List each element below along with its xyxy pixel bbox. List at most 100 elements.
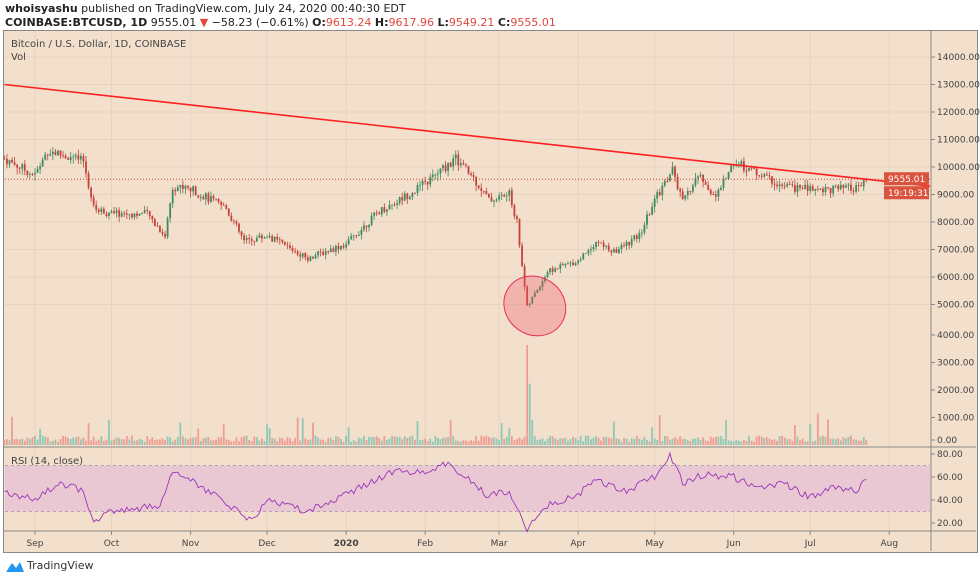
volume-bar xyxy=(393,436,396,445)
candle xyxy=(643,224,646,233)
symbol: COINBASE:BTCUSD, 1D xyxy=(5,16,148,29)
volume-bar xyxy=(424,438,427,445)
candle xyxy=(179,185,182,188)
candle xyxy=(401,197,404,201)
volume-bar xyxy=(572,436,574,445)
volume-bar xyxy=(421,439,424,445)
candle xyxy=(421,180,424,185)
volume-bar xyxy=(459,441,462,445)
candle xyxy=(133,213,136,218)
candle xyxy=(370,215,373,225)
volume-bar xyxy=(304,438,307,445)
volume-bar xyxy=(174,439,177,445)
volume-bar xyxy=(536,439,539,445)
volume-bar xyxy=(194,437,197,445)
candle xyxy=(781,184,784,186)
candle xyxy=(151,215,154,220)
price-tick-label: 13000.00 xyxy=(937,81,980,91)
candle xyxy=(763,174,766,177)
volume-bar xyxy=(801,438,804,445)
candle xyxy=(503,194,506,197)
volume-bar xyxy=(837,438,840,445)
candle xyxy=(488,194,490,198)
volume-bar xyxy=(350,441,353,445)
volume-bar xyxy=(549,435,551,445)
volume-bar xyxy=(123,439,126,445)
candle xyxy=(832,185,835,194)
candle xyxy=(266,237,268,239)
candle xyxy=(197,195,200,198)
volume-bar xyxy=(518,437,521,445)
volume-bar xyxy=(737,440,740,445)
candle xyxy=(220,201,223,205)
candle xyxy=(210,196,212,202)
candle xyxy=(595,241,597,247)
volume-bar xyxy=(799,440,801,445)
volume-bar xyxy=(804,441,806,445)
volume-bar xyxy=(210,440,212,445)
volume-bar xyxy=(740,441,743,445)
candle xyxy=(314,255,317,259)
volume-bar xyxy=(750,440,753,445)
price-tick-label: 12000.00 xyxy=(937,108,980,118)
candle xyxy=(834,185,837,187)
candle xyxy=(847,184,850,186)
volume-bar xyxy=(845,438,847,445)
price-tick-label: 1000.00 xyxy=(937,414,974,424)
candle xyxy=(110,211,113,214)
candle xyxy=(317,251,319,256)
candle xyxy=(322,251,325,255)
candle xyxy=(222,204,225,206)
volume-bar xyxy=(396,437,398,445)
volume-bar xyxy=(64,436,67,445)
volume-bar xyxy=(227,439,230,445)
volume-bar xyxy=(72,437,75,445)
volume-bar xyxy=(238,441,240,445)
volume-bar xyxy=(556,439,559,445)
volume-bar xyxy=(669,439,671,445)
candle xyxy=(255,237,258,242)
candle xyxy=(860,185,863,187)
candle xyxy=(437,173,439,175)
candle xyxy=(600,242,602,244)
candle xyxy=(62,155,64,157)
candle xyxy=(148,210,151,216)
volume-bar xyxy=(612,421,615,445)
volume-bar xyxy=(607,437,610,445)
volume-bar xyxy=(722,438,725,445)
volume-bar xyxy=(59,439,62,445)
volume-bar xyxy=(261,438,263,445)
candle xyxy=(850,184,852,191)
candle xyxy=(44,154,47,160)
volume-bar xyxy=(136,440,138,445)
tradingview-logo[interactable]: TradingView xyxy=(6,559,93,572)
candle xyxy=(39,166,41,169)
volume-bar xyxy=(11,416,13,445)
volume-bar xyxy=(337,436,340,445)
candle xyxy=(607,245,610,251)
volume-bar xyxy=(834,439,837,445)
volume-bar xyxy=(426,440,429,445)
candle xyxy=(100,208,103,212)
candle xyxy=(153,219,156,227)
candle xyxy=(406,193,409,199)
candle xyxy=(202,196,205,200)
candle xyxy=(189,187,192,192)
candle xyxy=(46,154,49,156)
candle xyxy=(309,256,312,261)
volume-bar xyxy=(319,439,322,445)
volume-bar xyxy=(133,440,136,445)
volume-bar xyxy=(146,436,149,445)
volume-bar xyxy=(406,438,409,445)
candle xyxy=(123,213,126,215)
candle xyxy=(505,195,508,197)
volume-bar xyxy=(36,439,39,445)
candle xyxy=(707,184,710,190)
candle xyxy=(49,154,52,156)
candle xyxy=(862,179,865,187)
author[interactable]: whoisyashu xyxy=(5,2,78,15)
candle xyxy=(74,155,77,157)
volume-bar xyxy=(781,435,784,445)
candle xyxy=(240,231,243,236)
